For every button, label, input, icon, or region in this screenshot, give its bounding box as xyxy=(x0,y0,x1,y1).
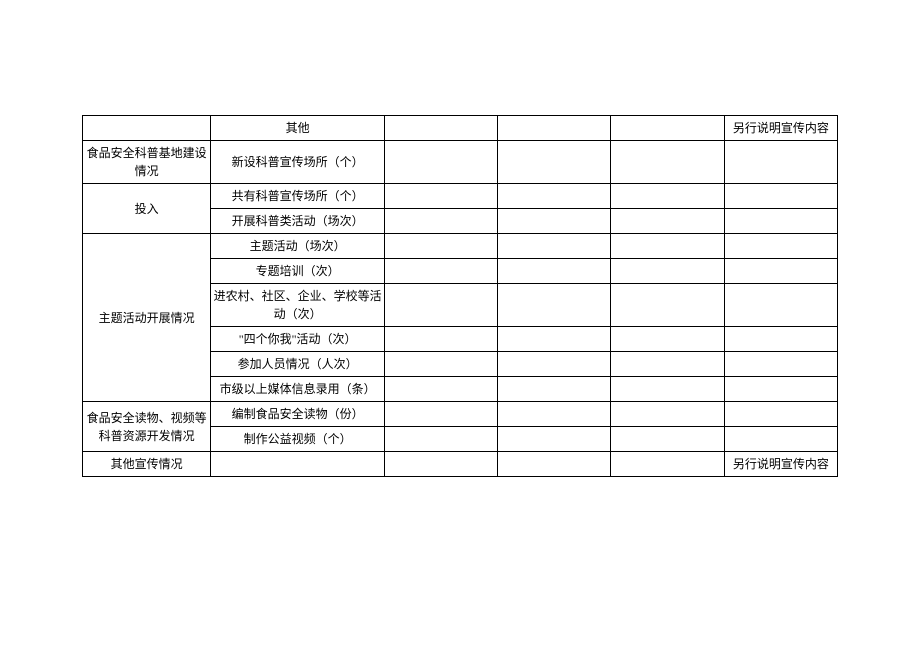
table-cell: 专题培训（次） xyxy=(211,259,385,284)
table-cell xyxy=(498,141,611,184)
table-cell: "四个你我"活动（次） xyxy=(211,327,385,352)
table-cell xyxy=(384,427,497,452)
table-cell xyxy=(384,141,497,184)
table-cell xyxy=(498,209,611,234)
table-cell xyxy=(724,284,837,327)
table-cell xyxy=(611,259,724,284)
table-cell xyxy=(611,377,724,402)
table-cell: 共有科普宣传场所（个） xyxy=(211,184,385,209)
table-cell xyxy=(384,327,497,352)
table-cell xyxy=(724,377,837,402)
table-cell xyxy=(384,209,497,234)
table-cell: 投入 xyxy=(83,184,211,234)
table-cell: 食品安全科普基地建设情况 xyxy=(83,141,211,184)
table-cell xyxy=(384,234,497,259)
table-cell xyxy=(611,327,724,352)
table-cell: 进农村、社区、企业、学校等活动（次） xyxy=(211,284,385,327)
table-cell xyxy=(611,116,724,141)
table-cell xyxy=(384,184,497,209)
table-cell: 主题活动开展情况 xyxy=(83,234,211,402)
table-cell xyxy=(611,352,724,377)
table-cell xyxy=(211,452,385,477)
table-cell: 其他 xyxy=(211,116,385,141)
data-table: 其他另行说明宣传内容食品安全科普基地建设情况新设科普宣传场所（个）投入共有科普宣… xyxy=(82,115,838,477)
table-cell xyxy=(498,234,611,259)
table-cell: 开展科普类活动（场次） xyxy=(211,209,385,234)
table-cell xyxy=(724,141,837,184)
table-cell xyxy=(498,259,611,284)
table-cell xyxy=(611,234,724,259)
table-cell xyxy=(498,377,611,402)
table-cell: 另行说明宣传内容 xyxy=(724,116,837,141)
table-cell xyxy=(384,452,497,477)
table-cell xyxy=(611,427,724,452)
table-cell: 其他宣传情况 xyxy=(83,452,211,477)
table-cell xyxy=(384,377,497,402)
table-cell xyxy=(724,234,837,259)
table-cell xyxy=(83,116,211,141)
table-cell xyxy=(611,209,724,234)
table-cell xyxy=(498,452,611,477)
table-cell: 市级以上媒体信息录用（条） xyxy=(211,377,385,402)
table-cell xyxy=(611,141,724,184)
table-cell xyxy=(498,184,611,209)
table-cell xyxy=(724,427,837,452)
table-cell xyxy=(724,352,837,377)
table-cell: 新设科普宣传场所（个） xyxy=(211,141,385,184)
table-cell xyxy=(498,284,611,327)
table-cell xyxy=(498,427,611,452)
table-row: 其他宣传情况 另行说明宣传内容 xyxy=(83,452,838,477)
table-cell xyxy=(498,352,611,377)
table-cell xyxy=(498,116,611,141)
table-cell xyxy=(611,452,724,477)
table-cell xyxy=(498,327,611,352)
table-cell: 另行说明宣传内容 xyxy=(724,452,837,477)
table-cell xyxy=(611,284,724,327)
table-cell xyxy=(498,402,611,427)
table-cell xyxy=(611,402,724,427)
table-cell xyxy=(724,327,837,352)
table-row: 投入共有科普宣传场所（个） xyxy=(83,184,838,209)
table-cell xyxy=(384,116,497,141)
table-cell: 编制食品安全读物（份） xyxy=(211,402,385,427)
table-cell xyxy=(384,284,497,327)
table-cell xyxy=(384,402,497,427)
table-cell xyxy=(724,209,837,234)
table-cell xyxy=(724,259,837,284)
table-cell: 主题活动（场次） xyxy=(211,234,385,259)
table-cell xyxy=(384,259,497,284)
table-cell: 参加人员情况（人次） xyxy=(211,352,385,377)
table-row: 主题活动开展情况主题活动（场次） xyxy=(83,234,838,259)
table-cell: 食品安全读物、视频等科普资源开发情况 xyxy=(83,402,211,452)
table-cell: 制作公益视频（个） xyxy=(211,427,385,452)
table-cell xyxy=(724,184,837,209)
table-row: 其他 另行说明宣传内容 xyxy=(83,116,838,141)
table-cell xyxy=(724,402,837,427)
table-cell xyxy=(611,184,724,209)
table-row: 食品安全读物、视频等科普资源开发情况编制食品安全读物（份） xyxy=(83,402,838,427)
table-row: 食品安全科普基地建设情况新设科普宣传场所（个） xyxy=(83,141,838,184)
table-cell xyxy=(384,352,497,377)
